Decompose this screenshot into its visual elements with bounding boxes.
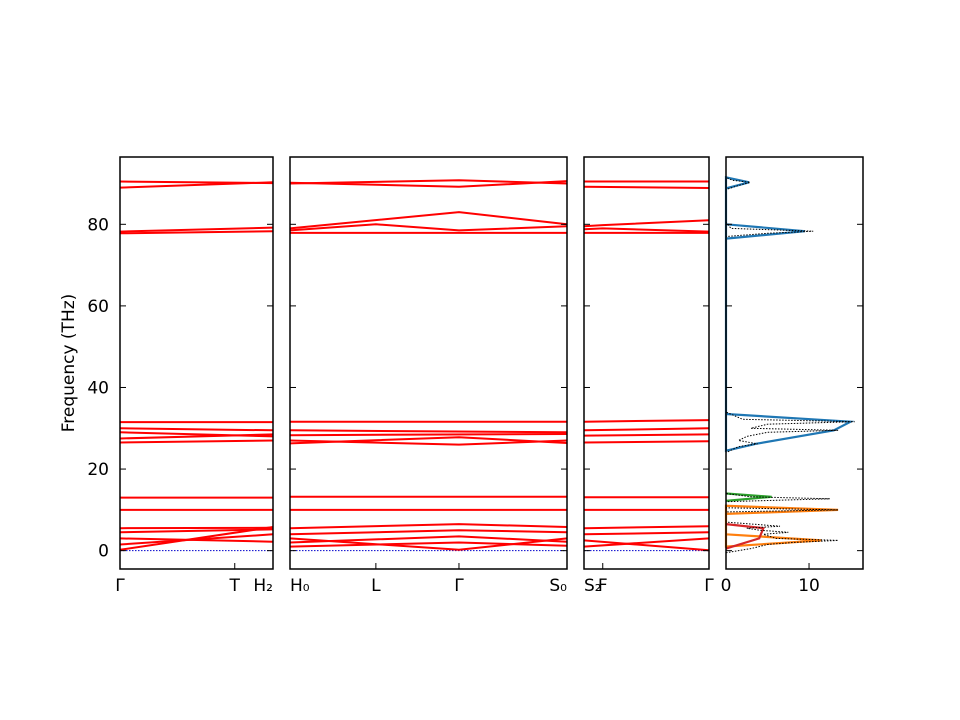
band-line [289,433,568,437]
band-line [289,179,568,185]
x-tick-label: H₂ [253,576,273,596]
band-line [583,185,710,189]
y-tick-label: 80 [87,215,109,235]
band-panel-frame [119,156,274,570]
band-line [583,219,710,228]
band-line [119,528,274,534]
y-tick-label: 40 [87,378,109,398]
band-line [583,537,710,548]
band-line [119,427,274,432]
band-line [119,180,274,185]
y-tick-label: 0 [98,542,109,562]
band-line [289,537,568,551]
band-line [289,541,568,548]
x-tick-label: H₀ [290,576,310,596]
band-line [119,439,274,444]
band-line [119,230,274,235]
panel-frames-layer [119,156,864,570]
x-tick-label: S₂ [584,576,602,596]
band-line [289,529,568,536]
band-lines-layer [119,179,710,552]
dos-total-line [725,176,855,554]
band-line [583,539,710,552]
band-line [289,429,568,434]
dos-panel-frame [725,156,864,570]
x-tick-label: Γ [704,576,714,596]
band-line [289,223,568,232]
band-line [583,427,710,432]
x-tick-label: L [371,576,381,596]
dos-plot-layer [724,176,855,554]
band-panel-frame [289,156,568,570]
x-tick-label: S₀ [549,576,567,596]
band-line [583,531,710,536]
dos-partial-line [725,523,765,550]
dos-x-tick-label: 10 [798,576,820,596]
x-tick-label: T [229,576,241,596]
y-tick-label: 60 [87,297,109,317]
y-tick-label: 20 [87,460,109,480]
x-tick-label: F [598,576,608,596]
band-panel-frame [583,156,710,570]
band-line [583,433,710,437]
x-tick-label: Γ [115,576,125,596]
band-line [289,436,568,445]
band-line [119,431,274,438]
band-line [289,211,568,230]
dos-partial-line [724,176,855,453]
band-line [583,525,710,530]
band-line [289,523,568,530]
band-line [289,535,568,544]
band-line [583,227,710,233]
band-line [583,440,710,444]
dos-partial-line [725,492,772,502]
band-line [119,226,274,233]
dos-x-tick-label: 0 [721,576,732,596]
y-axis-label: Frequency (THz) [59,294,79,433]
band-line [583,419,710,423]
band-line [119,537,274,543]
x-tick-label: Γ [454,576,464,596]
